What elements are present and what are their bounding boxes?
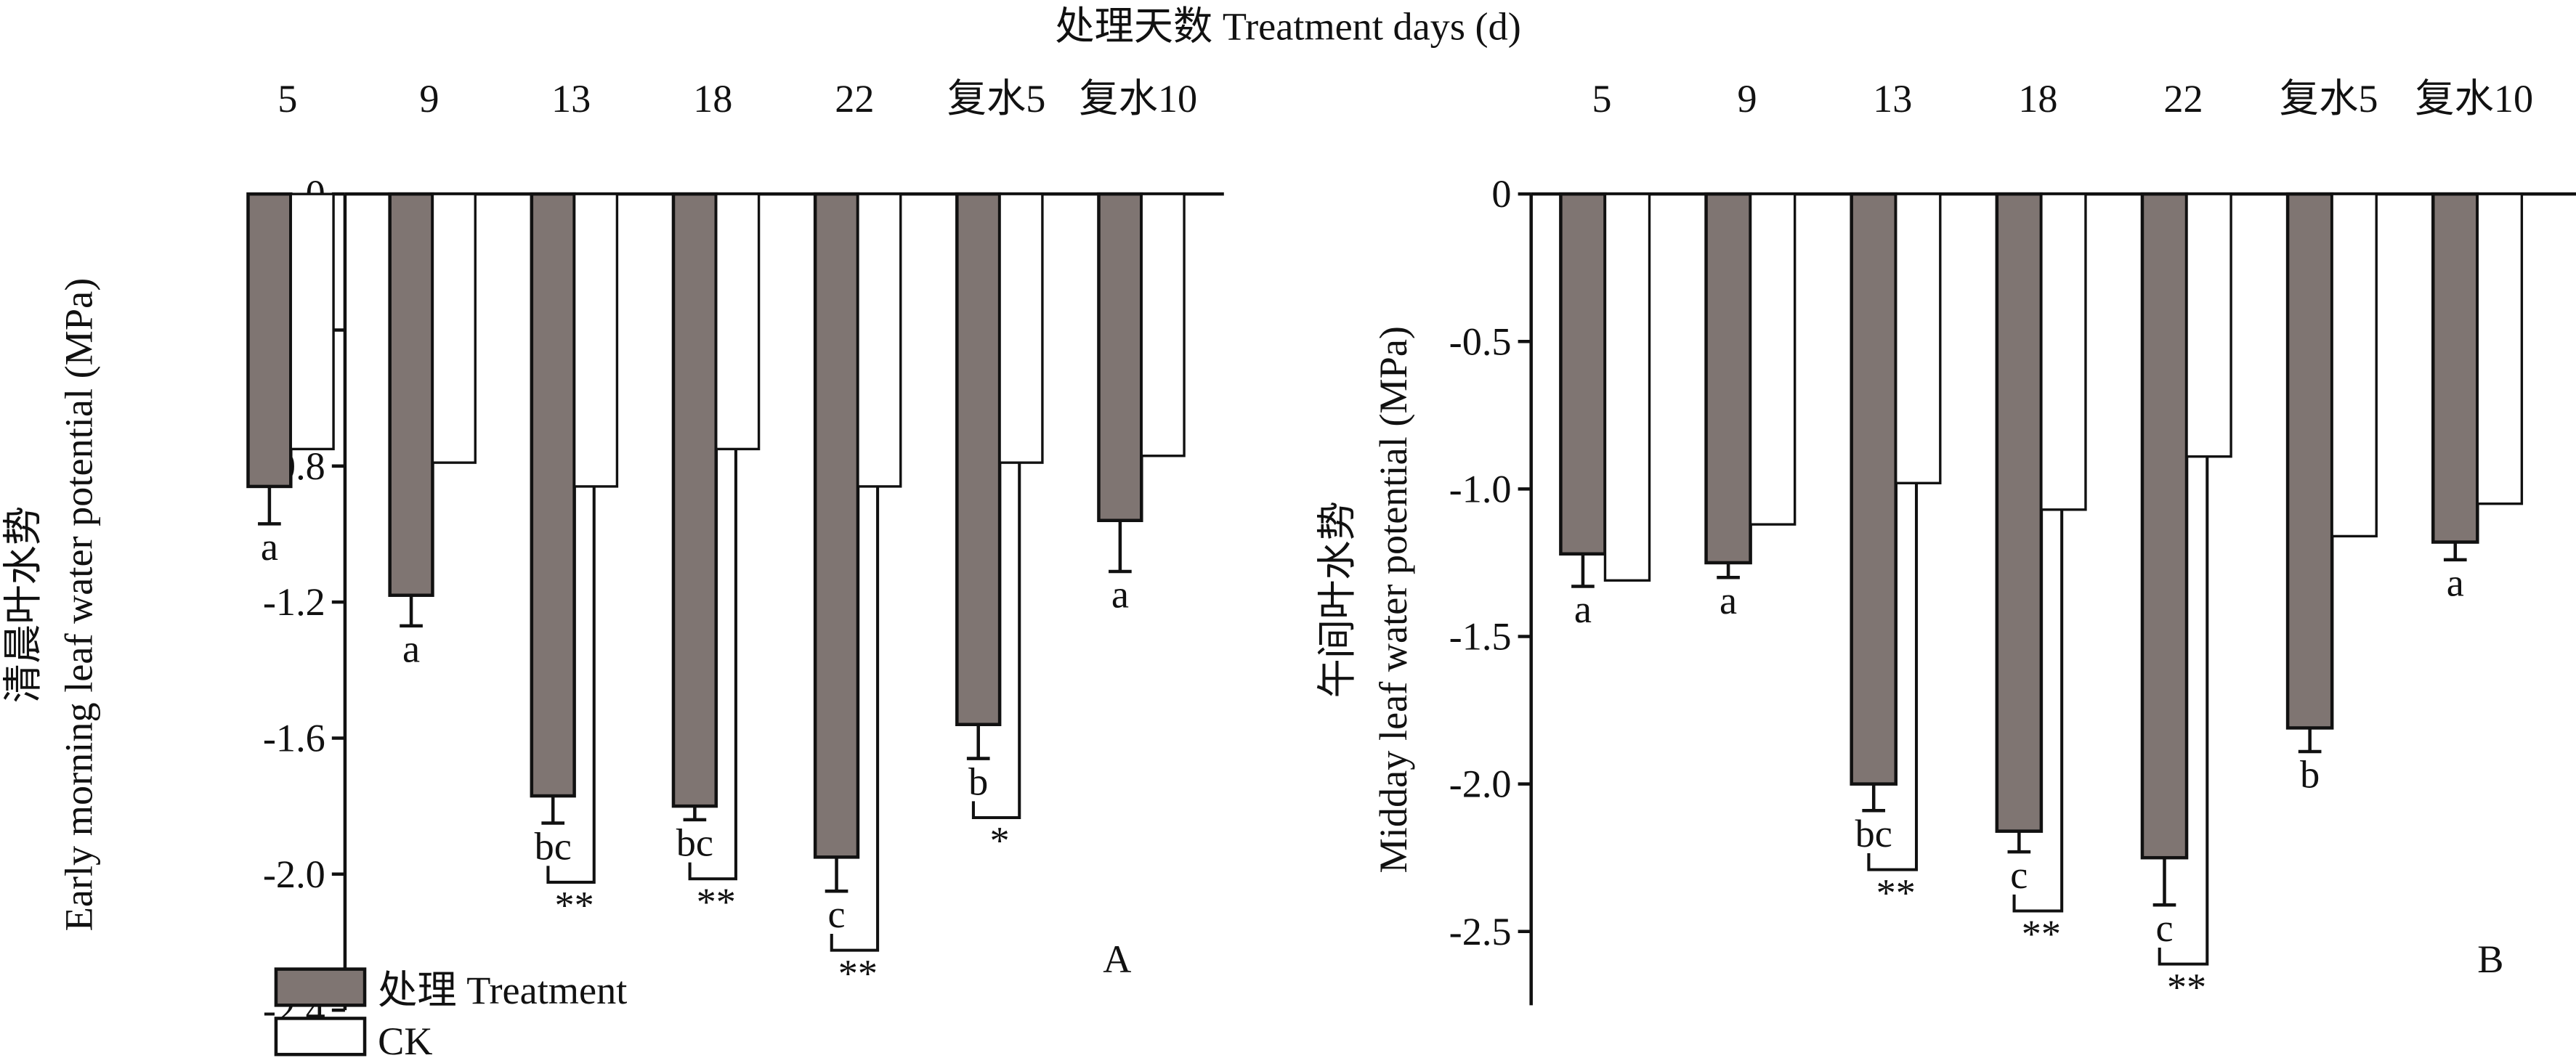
bar-ck: [2330, 192, 2378, 538]
significance-letter: a: [2447, 561, 2464, 605]
y-tick-label: -1.5: [1449, 615, 1512, 659]
y-tick-label: -2.5: [1449, 910, 1512, 953]
bar-ck: [2040, 192, 2087, 511]
x-tick-label: 9: [1738, 77, 1757, 121]
x-axis-title: 处理天数 Treatment days (d): [1055, 5, 1521, 49]
significance-stars: *: [990, 819, 1010, 863]
x-tick-label: 复水10: [2415, 77, 2533, 121]
significance-letter: a: [261, 525, 278, 569]
bar-treatment: [955, 192, 1002, 726]
bar-ck: [431, 192, 477, 464]
x-tick-label: 复水10: [1079, 77, 1197, 121]
x-tick-label: 复水5: [947, 77, 1046, 121]
bar-treatment: [246, 192, 293, 489]
significance-letter: a: [1720, 579, 1737, 622]
significance-letter: c: [2155, 906, 2173, 950]
significance-bracket: [1867, 483, 1919, 871]
bar-treatment: [1704, 192, 1752, 565]
y-tick-label: -0.5: [1449, 320, 1512, 363]
significance-letter: bc: [676, 821, 713, 865]
y-axis-title-cn: 午间叶水势: [1316, 501, 1359, 698]
x-tick-label: 22: [2163, 77, 2203, 121]
bar-treatment: [530, 192, 576, 798]
significance-bracket: [688, 449, 737, 881]
bar-ck: [1140, 192, 1186, 457]
significance-letter: a: [402, 627, 420, 671]
y-axis-title-cn: 清晨叶水势: [1, 506, 45, 703]
x-tick-label: 复水5: [2280, 77, 2378, 121]
bar-ck: [2185, 192, 2232, 458]
y-tick-label: 0: [1491, 172, 1511, 216]
x-tick-label: 5: [278, 77, 297, 121]
y-tick-label: -2.0: [263, 852, 325, 896]
bar-treatment: [1559, 192, 1607, 556]
bar-ck: [856, 192, 902, 488]
legend-label-treatment: 处理 Treatment: [378, 969, 627, 1012]
bar-ck: [572, 192, 619, 488]
significance-letter: c: [2010, 853, 2028, 897]
bar-treatment: [671, 192, 718, 808]
bar-treatment: [2140, 192, 2189, 860]
significance-letter: bc: [535, 824, 572, 868]
significance-bracket: [2012, 509, 2064, 913]
bar-ck: [2476, 192, 2524, 505]
legend-swatch-treatment: [274, 967, 367, 1007]
panel-b: 0 -0.5 -1.0 -1.5 -2.0 -2.5 午间叶水势 Midday leaf wa…: [1316, 77, 2576, 1009]
significance-bracket: [2158, 456, 2209, 966]
significance-letter: b: [2300, 753, 2320, 797]
significance-stars: **: [838, 951, 878, 995]
significance-letter: bc: [1855, 812, 1892, 855]
significance-stars: **: [697, 880, 736, 924]
y-tick-label: -2.0: [1449, 762, 1512, 806]
significance-letter: c: [827, 892, 845, 936]
y-tick-label: -1.0: [1449, 467, 1512, 510]
bar-ck: [1895, 192, 1942, 484]
legend: 处理 Treatment CK: [274, 967, 627, 1058]
bar-ck: [1603, 192, 1651, 582]
significance-letter: a: [1574, 587, 1592, 631]
y-tick-label: -1.6: [263, 717, 325, 760]
panel-label: B: [2477, 937, 2503, 981]
legend-label-ck: CK: [378, 1020, 432, 1058]
significance-letter: a: [1111, 573, 1129, 617]
significance-stars: **: [2167, 965, 2206, 1009]
x-tick-label: 18: [693, 77, 732, 121]
y-axis-title-en: Early morning leaf water potential (MPa): [57, 278, 101, 932]
bar-ck: [998, 192, 1044, 464]
significance-stars: **: [2022, 912, 2061, 956]
significance-stars: **: [554, 884, 594, 927]
bar-treatment: [1850, 192, 1898, 786]
y-axis-title-en: Midday leaf water potential (MPa): [1372, 326, 1415, 873]
y-tick-label: -1.2: [263, 580, 325, 624]
x-tick-label: 22: [835, 77, 874, 121]
significance-letter: b: [968, 760, 988, 803]
x-tick-label: 18: [2018, 77, 2057, 121]
bar-treatment: [1995, 192, 2044, 833]
significance-bracket: [546, 486, 596, 884]
bar-ck: [1749, 192, 1797, 526]
bar-treatment: [2431, 192, 2479, 544]
bar-treatment: [388, 192, 434, 598]
x-tick-label: 13: [1873, 77, 1912, 121]
significance-bracket: [971, 463, 1021, 820]
bar-treatment: [1097, 192, 1143, 523]
legend-swatch-ck: [274, 1017, 367, 1057]
bar-ck: [289, 192, 335, 451]
x-tick-label: 13: [551, 77, 591, 121]
x-tick-label: 9: [419, 77, 439, 121]
bar-treatment: [2285, 192, 2334, 730]
significance-bracket: [830, 486, 880, 952]
bar-treatment: [813, 192, 860, 859]
x-tick-label: 5: [1592, 77, 1611, 121]
panel-label: A: [1103, 937, 1131, 981]
bar-ck: [715, 192, 761, 451]
significance-stars: **: [1876, 871, 1916, 914]
